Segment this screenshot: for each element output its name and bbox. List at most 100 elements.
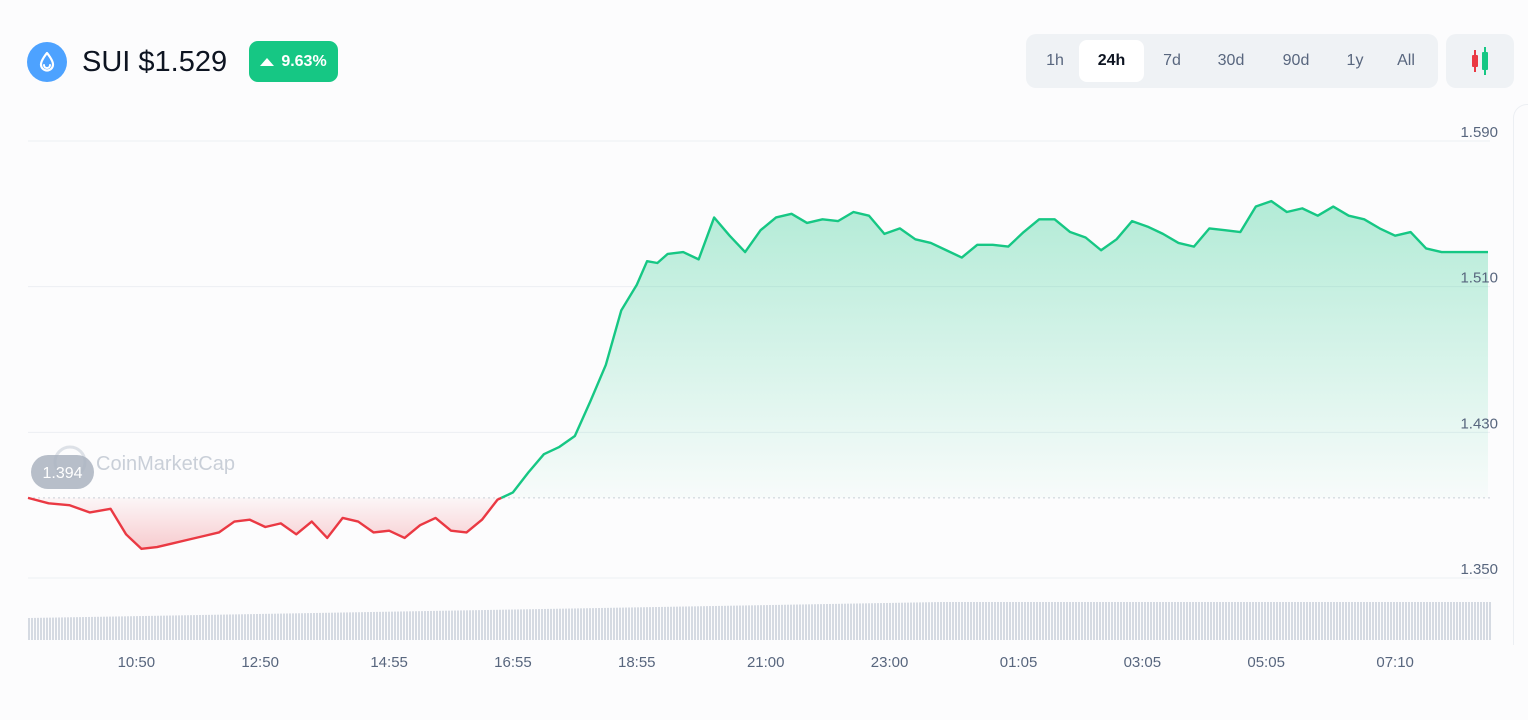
volume-bar [829,603,831,640]
volume-bar [1027,602,1029,640]
volume-bar [124,616,126,640]
volume-bar [1441,602,1443,640]
volume-bar [541,609,543,640]
volume-bar [631,607,633,640]
range-tab-30d[interactable]: 30d [1217,52,1245,69]
volume-bar [127,616,129,640]
volume-bar [76,617,78,640]
volume-bar [70,617,72,640]
x-tick-label: 10:50 [118,654,156,671]
volume-bar [1264,602,1266,640]
volume-bar [913,602,915,640]
volume-bar [232,614,234,640]
volume-bar [1228,602,1230,640]
volume-bar [1267,602,1269,640]
volume-bar [1042,602,1044,640]
volume-bar [790,604,792,640]
volume-bar [199,615,201,640]
volume-bar [385,611,387,640]
volume-bar [427,611,429,640]
volume-bar [322,612,324,640]
volume-bar [415,611,417,640]
volume-bar [1201,602,1203,640]
volume-bar [1072,602,1074,640]
volume-bar [304,613,306,640]
volume-bar [1315,602,1317,640]
volume-bar [1240,602,1242,640]
candlestick-toggle-button[interactable] [1446,34,1514,88]
volume-bar [1171,602,1173,640]
volume-bar [937,602,939,640]
volume-bar [721,605,723,640]
volume-bar [841,603,843,640]
volume-bar [361,612,363,640]
volume-bar [1159,602,1161,640]
volume-bar [208,614,210,640]
volume-bar [712,606,714,640]
volume-bar [349,612,351,640]
volume-bar [190,615,192,640]
coin-price-title: SUI $1.529 [82,46,228,78]
volume-bar [1138,602,1140,640]
volume-bar [574,608,576,640]
volume-bar [655,607,657,640]
volume-bar [1435,602,1437,640]
volume-bar [955,602,957,640]
volume-bar [559,608,561,640]
volume-bar [358,612,360,640]
volume-bar [1288,602,1290,640]
volume-bar [58,617,60,640]
volume-bar [697,606,699,640]
volume-bar [493,609,495,640]
volume-bar [1348,602,1350,640]
volume-bar [1048,602,1050,640]
volume-bar [1135,602,1137,640]
range-tab-24h[interactable]: 24h [1079,40,1144,82]
volume-bar [421,611,423,640]
range-tab-all[interactable]: All [1397,52,1415,69]
volume-bar [733,605,735,640]
volume-bar [664,606,666,640]
area-fill-up [501,201,1488,498]
x-tick-label: 16:55 [494,654,532,671]
volume-bar [169,615,171,640]
volume-bar [1051,602,1053,640]
range-tab-7d[interactable]: 7d [1163,52,1181,69]
volume-bar [1378,602,1380,640]
volume-bar [1261,602,1263,640]
volume-bar [466,610,468,640]
volume-bar [205,614,207,640]
volume-bar [886,602,888,640]
volume-bar [511,609,513,640]
volume-bar [1483,602,1485,640]
volume-bar [802,604,804,640]
volume-bar [1369,602,1371,640]
volume-bar [298,613,300,640]
volume-bar [763,605,765,640]
volume-bar [604,607,606,640]
volume-bar [979,602,981,640]
volume-bar [517,609,519,640]
volume-bar [1384,602,1386,640]
volume-bar [760,605,762,640]
range-tab-90d[interactable]: 90d [1282,52,1310,69]
volume-bar [241,614,243,640]
volume-bar [328,612,330,640]
volume-bar [1258,602,1260,640]
volume-bar [451,610,453,640]
x-tick-label: 21:00 [747,654,785,671]
volume-bar [1249,602,1251,640]
volume-bar [940,602,942,640]
volume-bar [181,615,183,640]
volume-bar [694,606,696,640]
volume-bar [1255,602,1257,640]
volume-bar [1219,602,1221,640]
range-tab-1y[interactable]: 1y [1346,52,1364,69]
volume-bar [1084,602,1086,640]
volume-bar [775,604,777,640]
volume-bar [1204,602,1206,640]
volume-bar [1054,602,1056,640]
range-tab-1h[interactable]: 1h [1046,52,1064,69]
volume-bar [898,602,900,640]
volume-bar [1096,602,1098,640]
